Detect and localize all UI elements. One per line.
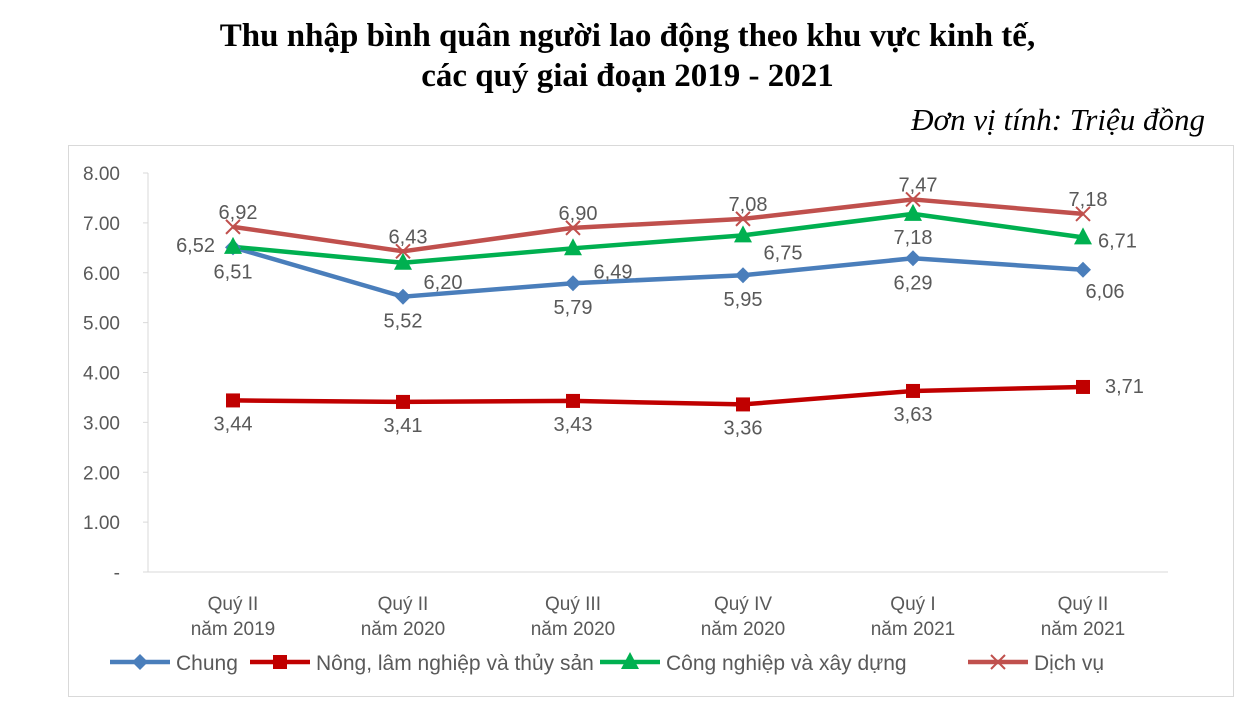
triangle-marker <box>564 238 582 256</box>
data-label: 6,75 <box>764 242 803 264</box>
triangle-marker <box>621 652 639 669</box>
data-label: 5,79 <box>554 297 593 319</box>
x-marker <box>735 211 751 227</box>
data-label: 7,47 <box>899 174 938 196</box>
y-tick-label: 4.00 <box>83 364 120 385</box>
x-marker <box>565 220 581 236</box>
chart-title-line1: Thu nhập bình quân người lao động theo k… <box>219 18 1036 54</box>
y-tick-label: 6.00 <box>83 264 120 285</box>
square-marker <box>736 397 750 412</box>
diamond-marker <box>735 267 751 284</box>
series-line <box>232 197 1084 254</box>
x-tick-label: Quý II <box>1058 594 1109 615</box>
data-label: 6,51 <box>214 261 253 283</box>
x-marker <box>1075 206 1091 222</box>
unit-label: Đơn vị tính: Triệu đồng <box>911 102 1205 137</box>
diamond-marker <box>905 250 921 267</box>
data-label: 6,43 <box>389 226 428 248</box>
x-marker <box>905 191 921 208</box>
data-label: 3,63 <box>894 404 933 426</box>
data-label: 6,49 <box>594 261 633 283</box>
y-tick-label: 5.00 <box>83 314 120 335</box>
data-label: 6,92 <box>219 202 258 224</box>
x-tick-label: năm 2019 <box>191 619 276 640</box>
x-marker <box>225 219 241 235</box>
diamond-marker <box>132 654 148 670</box>
data-label: 5,95 <box>724 289 763 311</box>
square-marker <box>1076 379 1090 394</box>
data-label: 6,06 <box>1086 281 1125 303</box>
y-tick-label: 2.00 <box>83 463 120 484</box>
data-label: 7,18 <box>1069 189 1108 211</box>
square-marker <box>566 393 580 408</box>
data-label: 3,71 <box>1105 376 1144 398</box>
square-marker <box>226 393 240 408</box>
triangle-marker <box>1074 227 1092 245</box>
legend-label: Dịch vụ <box>1034 652 1104 675</box>
data-label: 7,08 <box>729 194 768 216</box>
triangle-marker <box>734 225 752 243</box>
chart-frame <box>68 145 1234 697</box>
data-label: 6,29 <box>894 272 933 294</box>
data-label: 3,36 <box>724 417 763 439</box>
x-marker <box>395 243 411 260</box>
square-marker <box>273 655 287 669</box>
x-tick-label: Quý III <box>545 594 601 615</box>
x-tick-label: năm 2020 <box>531 619 616 640</box>
data-label: 6,52 <box>176 235 215 257</box>
legend-label: Công nghiệp và xây dựng <box>666 652 907 675</box>
legend-label: Chung <box>176 652 238 675</box>
series-line <box>232 211 1084 266</box>
chart-title-line2: các quý giai đoạn 2019 - 2021 <box>421 58 834 94</box>
series-line <box>232 384 1084 407</box>
diamond-marker <box>565 275 581 292</box>
diamond-marker <box>395 288 411 305</box>
data-label: 3,43 <box>554 414 593 436</box>
x-tick-label: năm 2021 <box>1041 619 1126 640</box>
triangle-marker <box>904 203 922 221</box>
data-label: 6,71 <box>1098 230 1137 252</box>
data-label: 6,90 <box>559 203 598 225</box>
series-line <box>232 245 1084 299</box>
triangle-marker <box>394 252 412 270</box>
y-tick-label: 7.00 <box>83 214 120 235</box>
legend-label: Nông, lâm nghiệp và thủy sản <box>316 652 594 675</box>
x-tick-label: năm 2021 <box>871 619 956 640</box>
x-tick-label: Quý II <box>378 594 429 615</box>
square-marker <box>396 394 410 409</box>
y-tick-label: 1.00 <box>83 513 120 534</box>
x-tick-label: năm 2020 <box>361 619 446 640</box>
x-tick-label: năm 2020 <box>701 619 786 640</box>
triangle-marker <box>224 236 242 254</box>
y-tick-label: 3.00 <box>83 413 120 434</box>
data-label: 3,44 <box>214 413 253 435</box>
x-marker <box>990 654 1006 670</box>
y-tick-label: 8.00 <box>83 164 120 185</box>
data-label: 3,41 <box>384 415 423 437</box>
y-tick-label: - <box>114 563 120 584</box>
data-label: 6,20 <box>424 272 463 294</box>
square-marker <box>906 383 920 398</box>
diamond-marker <box>1075 261 1091 278</box>
x-tick-label: Quý I <box>890 594 935 615</box>
x-tick-label: Quý IV <box>714 594 772 615</box>
x-tick-label: Quý II <box>208 594 259 615</box>
data-label: 5,52 <box>384 311 423 333</box>
data-label: 7,18 <box>894 227 933 249</box>
